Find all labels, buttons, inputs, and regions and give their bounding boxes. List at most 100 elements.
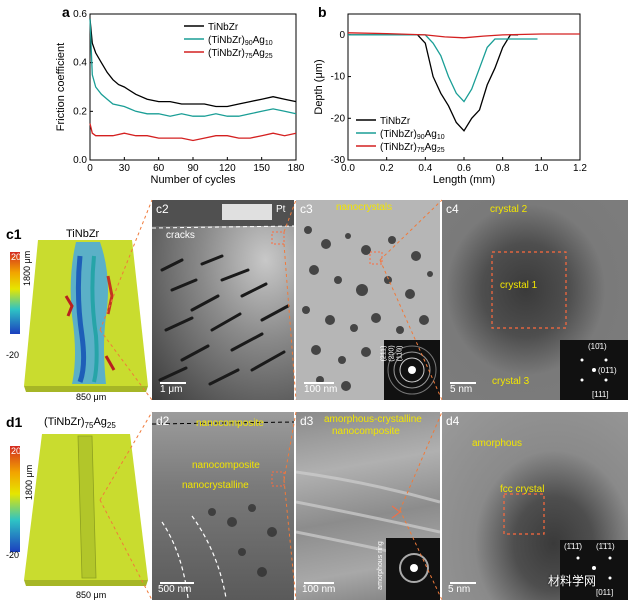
legend-label: (TiNbZr)75Ag25 [380, 142, 445, 154]
d2-label: d2 [156, 414, 170, 428]
legend-subscript: 25 [265, 53, 273, 60]
legend-label: TiNbZr [380, 116, 411, 127]
c4-crystal1: crystal 1 [500, 280, 538, 291]
legend-text: Ag [425, 142, 437, 153]
c4-crystal2: crystal 2 [490, 204, 528, 215]
legend-subscript: 10 [265, 40, 273, 47]
c4-zone: [111] [592, 390, 609, 399]
c4-label: c4 [446, 202, 459, 216]
c1-colorbar-bottom: -20 [6, 350, 20, 360]
d1-title-main: (TiNbZr) [44, 416, 85, 428]
c1-length: 1800 μm [22, 250, 32, 286]
c3-label: c3 [300, 202, 313, 216]
legend-text: (TiNbZr) [208, 48, 245, 59]
d4-fcc: fcc crystal [500, 484, 545, 495]
x-tick-label: 30 [119, 163, 131, 174]
c3-ring-200: (200) [388, 345, 396, 362]
series-line [347, 32, 580, 39]
d4-scalebar [450, 582, 476, 584]
d2-scale-text: 500 nm [158, 584, 192, 595]
legend-text: (TiNbZr) [380, 142, 417, 153]
y-tick-label: 0.4 [73, 58, 87, 69]
legend-label: (TiNbZr)75Ag25 [208, 48, 273, 60]
y-tick-label: 0.6 [73, 9, 87, 20]
x-tick-label: 90 [187, 163, 199, 174]
d4-amorphous: amorphous [472, 438, 523, 449]
d3-scale-text: 100 nm [302, 584, 336, 595]
legend-text: TiNbZr [208, 22, 239, 33]
c4-image: c4 crystal 2 crystal 1 crystal 3 (10̄1) … [442, 200, 628, 400]
d4-image: d4 amorphous fcc crystal (1̄11̄) (1̄1̄1)… [442, 412, 628, 600]
y-tick-label: 0.0 [73, 155, 87, 166]
legend-text: Ag [253, 35, 265, 46]
legend-subscript: 90 [417, 134, 425, 141]
x-tick-label: 150 [253, 163, 270, 174]
d3-scalebar [304, 582, 334, 584]
d1-width: 850 μm [76, 590, 107, 600]
x-tick-label: 1.2 [573, 163, 587, 174]
legend-subscript: 75 [417, 147, 425, 154]
c2-image: c2 cracks Pt 1 μm [152, 200, 294, 400]
legend-subscript: 25 [437, 147, 445, 154]
y-axis-label: Depth (μm) [313, 59, 325, 114]
y-tick-label: -20 [331, 113, 346, 124]
legend-label: (TiNbZr)90Ag10 [380, 129, 445, 141]
c3-scale-text: 100 nm [304, 384, 338, 395]
c4-scalebar [450, 382, 476, 384]
c2-scale-text: 1 μm [160, 384, 183, 395]
y-tick-label: -10 [331, 72, 346, 83]
d3-ring: amorphous ring [376, 541, 384, 590]
d4-label: d4 [446, 414, 460, 428]
series-line [348, 34, 538, 103]
legend-subscript: 10 [437, 134, 445, 141]
d3-line2: nanocomposite [332, 426, 400, 437]
c3-nano-text: nanocrystals [336, 202, 393, 213]
legend-text: (TiNbZr) [380, 129, 417, 140]
c1-colorbar-top: 20 [11, 252, 22, 262]
panel-d1-letter: d1 [6, 414, 23, 430]
d1-length: 1800 μm [24, 464, 34, 500]
c2-label: c2 [156, 202, 169, 216]
d2-image: d2 nanocomposite nanocomposite nanocryst… [152, 412, 294, 600]
x-tick-label: 0.4 [418, 163, 432, 174]
legend-subscript: 90 [245, 40, 253, 47]
d2-nanocrystalline: nanocrystalline [182, 480, 249, 491]
d4-zone: [011] [596, 588, 614, 597]
series-line [89, 18, 297, 117]
panel-a-letter: a [62, 4, 70, 20]
d1-colorbar-top: 20 [11, 446, 22, 456]
d1-title-sub: 75 [84, 421, 94, 431]
chart-b: 0.0 0.2 0.4 0.6 0.8 1.0 1.2 0 -10 -20 -30 Length (m… [313, 13, 587, 186]
c1-title: TiNbZr [66, 228, 100, 240]
x-tick-label: 0.6 [457, 163, 471, 174]
d1-title-sub2: 25 [106, 421, 116, 431]
d1-colorbar [10, 446, 20, 552]
x-tick-label: 0.0 [341, 163, 355, 174]
x-axis-label: Number of cycles [151, 174, 236, 186]
legend-text: TiNbZr [380, 116, 411, 127]
y-tick-label: 0.2 [73, 106, 87, 117]
y-axis-label: Friction coefficient [55, 43, 67, 131]
y-tick-label: 0 [339, 30, 345, 41]
y-tick-label: -30 [331, 155, 346, 166]
c4-fft2: (01̄1) [598, 366, 617, 375]
c3-scalebar [304, 382, 334, 384]
d3-line1: amorphous-crystalline [324, 414, 422, 425]
c2-cracks: cracks [166, 230, 195, 241]
c1-width: 850 μm [76, 392, 107, 402]
c3-image: c3 nanocrystals (110) (200) (211) 100 nm [296, 200, 440, 400]
c3-ring-110: (110) [396, 345, 404, 362]
c4-crystal3: crystal 3 [492, 376, 530, 387]
chart-a: 0 30 60 90 120 150 180 0.0 0.2 0.4 0.6 Number of cy… [55, 9, 305, 186]
d2-nanocomposite-top: nanocomposite [196, 418, 264, 429]
series-line [89, 123, 297, 142]
x-axis-label: Length (mm) [433, 174, 495, 186]
c2-pt: Pt [276, 204, 286, 215]
series-line [348, 34, 519, 132]
legend-text: (TiNbZr) [208, 35, 245, 46]
x-tick-label: 60 [153, 163, 165, 174]
x-tick-label: 0.2 [380, 163, 394, 174]
legend-label: (TiNbZr)90Ag10 [208, 35, 273, 47]
d3-label: d3 [300, 414, 314, 428]
c4-fft1: (10̄1) [588, 342, 607, 351]
